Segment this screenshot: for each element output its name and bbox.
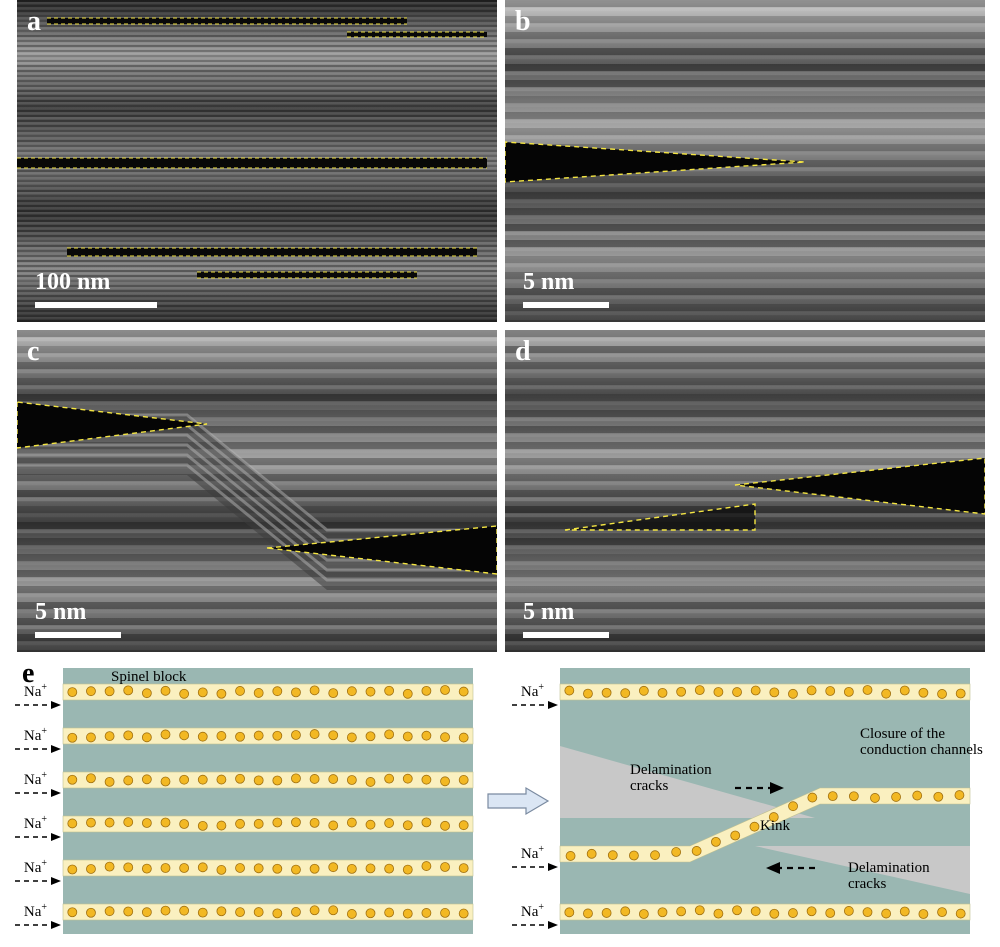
micrograph-panel-b: b 5 nm [505,0,985,322]
scale-bar-b [523,302,609,308]
micrograph-c-svg [17,330,497,652]
panel-label-b: b [515,6,531,38]
svg-text:Kink: Kink [760,818,791,834]
svg-text:Closure of the: Closure of the [860,726,945,742]
scale-text-c: 5 nm [35,599,86,626]
micrograph-panel-a: a 100 nm [17,0,497,322]
na-arrow-icon [13,786,63,800]
svg-text:Delamination: Delamination [630,762,712,778]
scale-text-d: 5 nm [523,599,574,626]
na-arrow-icon [13,830,63,844]
scale-text-a: 100 nm [35,269,110,296]
schematic-right: DelaminationcracksKinkDelaminationcracks… [560,668,970,934]
scale-bar-a [35,302,157,308]
svg-text:conduction channels: conduction channels [860,742,983,758]
na-arrow-icon [510,860,560,874]
na-arrow-icon [13,698,63,712]
panel-label-d: d [515,336,531,368]
micrograph-panel-d: d 5 nm [505,330,985,652]
panel-label-c: c [27,336,39,368]
scale-bar-c [35,632,121,638]
schematic-left-svg: Spinel block [63,668,473,934]
na-arrow-icon [13,874,63,888]
svg-text:Delamination: Delamination [848,860,930,876]
svg-text:cracks: cracks [848,876,886,892]
figure-root: a 100 nm b 5 nm c 5 nm d 5 nm e Spinel b… [0,0,1000,947]
micrograph-panel-c: c 5 nm [17,330,497,652]
na-arrow-icon [510,918,560,932]
micrograph-b-svg [505,0,985,322]
na-arrow-icon [510,698,560,712]
scale-text-b: 5 nm [523,269,574,296]
schematic-left: Spinel block [63,668,473,934]
svg-text:cracks: cracks [630,778,668,794]
scale-bar-d [523,632,609,638]
schematic-right-svg: DelaminationcracksKinkDelaminationcracks… [560,668,970,934]
micrograph-d-svg [505,330,985,652]
na-arrow-icon [13,742,63,756]
panel-label-a: a [27,6,41,38]
svg-text:Spinel block: Spinel block [111,669,187,685]
na-arrow-icon [13,918,63,932]
transition-arrow-icon [486,786,552,816]
